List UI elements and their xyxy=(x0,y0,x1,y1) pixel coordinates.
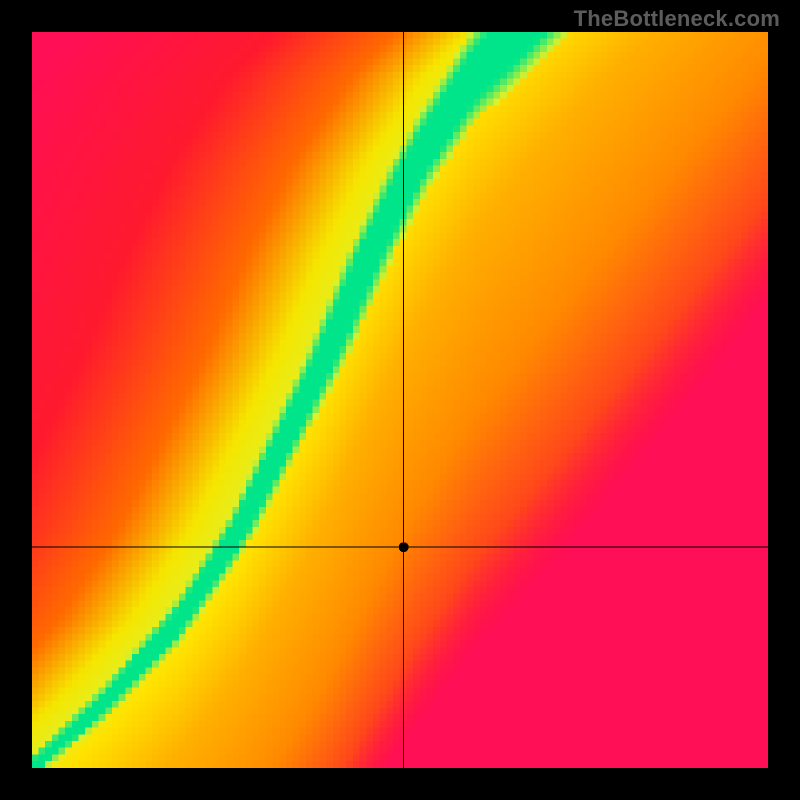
chart-frame: TheBottleneck.com xyxy=(0,0,800,800)
heatmap-svg xyxy=(32,32,768,768)
crosshair-dot xyxy=(399,542,409,552)
watermark-text: TheBottleneck.com xyxy=(574,6,780,32)
heatmap-plot xyxy=(32,32,768,768)
